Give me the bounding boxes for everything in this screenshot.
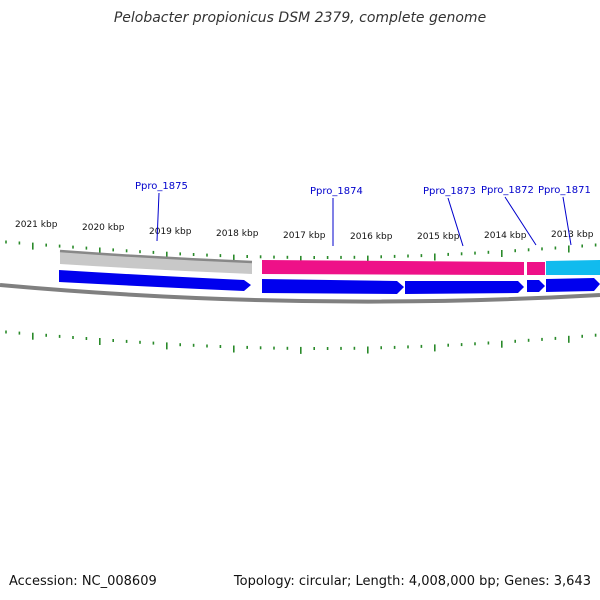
cds-arrow-ppro-1874[interactable] xyxy=(262,279,404,294)
gene-label-ppro-1873[interactable]: Ppro_1873 xyxy=(423,186,476,197)
cds-arrow-ppro-1871[interactable] xyxy=(546,278,600,292)
kbp-label: 2016 kbp xyxy=(350,232,393,242)
gene-label-ppro-1875[interactable]: Ppro_1875 xyxy=(135,181,188,192)
kbp-label: 2020 kbp xyxy=(82,223,125,233)
cds-arrow-ppro-1873[interactable] xyxy=(405,281,524,294)
cds-arrow-ppro-1875[interactable] xyxy=(59,270,251,291)
leader-line xyxy=(562,196,572,246)
kbp-label: 2013 kbp xyxy=(551,230,594,240)
cds-arrow-ppro-1872[interactable] xyxy=(527,280,545,292)
leader-line xyxy=(504,196,537,246)
gene-label-ppro-1872[interactable]: Ppro_1872 xyxy=(481,185,534,196)
accession-text: Accession: NC_008609 xyxy=(9,574,157,589)
kbp-label: 2019 kbp xyxy=(149,227,192,237)
kbp-label: 2018 kbp xyxy=(216,229,259,239)
genome-summary-text: Topology: circular; Length: 4,008,000 bp… xyxy=(233,574,591,589)
leader-line xyxy=(447,197,464,247)
lower-tick-track xyxy=(5,330,597,354)
feature-bar-pink-small[interactable] xyxy=(527,262,545,275)
feature-bar-gray-edge xyxy=(59,249,253,264)
gene-label-ppro-1871[interactable]: Ppro_1871 xyxy=(538,185,591,196)
feature-bar-gray[interactable] xyxy=(60,251,252,274)
kbp-label: 2015 kbp xyxy=(417,232,460,242)
leader-line xyxy=(156,192,160,242)
kbp-label: 2017 kbp xyxy=(283,231,326,241)
feature-bar-cyan[interactable] xyxy=(546,260,600,275)
kbp-label: 2021 kbp xyxy=(15,220,58,230)
gene-label-ppro-1874[interactable]: Ppro_1874 xyxy=(310,186,363,197)
genome-backbone xyxy=(0,283,600,304)
map-title: Pelobacter propionicus DSM 2379, complet… xyxy=(113,10,487,26)
feature-bar-pink[interactable] xyxy=(262,260,524,275)
kbp-label: 2014 kbp xyxy=(484,231,527,241)
